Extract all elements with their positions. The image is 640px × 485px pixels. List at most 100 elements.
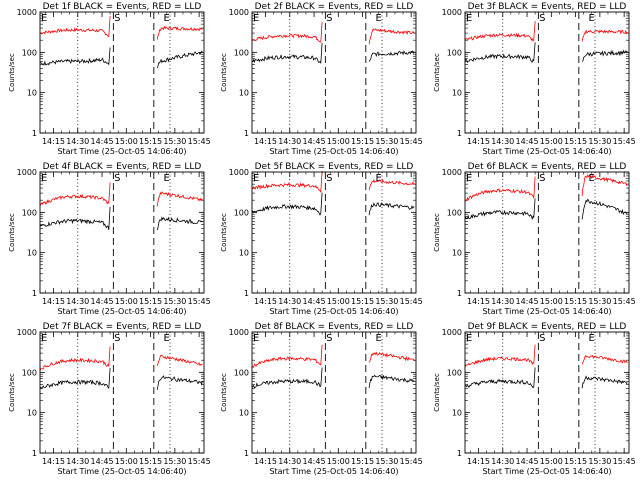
x-tick-label: 15:45: [188, 457, 211, 466]
x-tick-label: 14:30: [278, 457, 301, 466]
y-tick-label: 1000: [442, 168, 462, 177]
y-tick-label: 100: [234, 208, 249, 217]
x-axis-label: Start Time (25-Oct-05 14:06:40): [269, 467, 398, 476]
y-tick-label: 10: [452, 249, 462, 258]
x-tick-label: 15:45: [400, 457, 423, 466]
x-tick-label: 15:15: [139, 457, 162, 466]
marker-letter-e: E: [164, 13, 170, 24]
x-tick-label: 15:30: [163, 457, 186, 466]
y-tick-label: 1000: [442, 328, 462, 337]
y-tick-label: 1000: [17, 8, 37, 17]
x-tick-label: 15:00: [327, 137, 350, 146]
series-lld-red: [251, 170, 415, 194]
x-tick-label: 15:30: [375, 457, 398, 466]
x-tick-label: 14:45: [91, 297, 114, 306]
x-tick-label: 14:45: [91, 137, 114, 146]
x-axis-label: Start Time (25-Oct-05 14:06:40): [57, 307, 186, 316]
y-tick-label: 1: [457, 289, 462, 298]
marker-letter-e: E: [164, 173, 170, 184]
x-tick-label: 14:45: [303, 297, 326, 306]
x-tick-label: 14:30: [66, 457, 89, 466]
x-tick-label: 15:00: [327, 297, 350, 306]
x-tick-label: 15:45: [400, 137, 423, 146]
x-tick-label: 14:45: [516, 457, 539, 466]
marker-letter-e: E: [41, 173, 47, 184]
y-tick-label: 10: [27, 409, 37, 418]
x-tick-label: 14:15: [42, 297, 65, 306]
x-tick-label: 14:15: [254, 457, 277, 466]
marker-letter-e: E: [41, 13, 47, 24]
x-tick-label: 14:45: [91, 457, 114, 466]
y-tick-label: 1: [244, 449, 249, 458]
x-tick-label: 15:30: [588, 137, 611, 146]
y-tick-label: 100: [234, 48, 249, 57]
x-tick-label: 14:15: [467, 457, 490, 466]
y-tick-label: 10: [27, 249, 37, 258]
series-lld-red: [39, 16, 203, 40]
x-axis-label: Start Time (25-Oct-05 14:06:40): [57, 147, 186, 156]
panel-title: Det 6f BLACK = Events, RED = LLD: [468, 162, 627, 172]
series-events-black: [39, 206, 203, 231]
x-tick-label: 14:30: [491, 457, 514, 466]
plot-frame: [39, 11, 205, 134]
series-events-black: [464, 198, 628, 221]
panel-title: Det 3f BLACK = Events, RED = LLD: [468, 2, 627, 12]
y-axis-label: Counts/sec: [220, 213, 228, 252]
plot-frame: [464, 331, 630, 454]
y-tick-label: 10: [239, 249, 249, 258]
y-tick-label: 1: [32, 129, 37, 138]
x-tick-label: 14:15: [467, 297, 490, 306]
y-tick-label: 1: [32, 449, 37, 458]
plot-frame: [464, 171, 630, 294]
x-tick-label: 14:30: [491, 297, 514, 306]
x-tick-label: 14:15: [254, 297, 277, 306]
x-tick-label: 15:45: [400, 297, 423, 306]
y-axis-label: Counts/sec: [433, 53, 441, 92]
marker-letter-s: S: [326, 173, 332, 184]
marker-letter-s: S: [326, 13, 332, 24]
plot-frame: [251, 171, 417, 294]
x-tick-label: 15:00: [540, 457, 563, 466]
y-tick-label: 10: [27, 89, 37, 98]
x-tick-label: 14:15: [42, 457, 65, 466]
x-tick-label: 14:15: [467, 137, 490, 146]
series-lld-red: [251, 21, 415, 45]
x-tick-label: 15:30: [588, 297, 611, 306]
panel-det-7: Det 7f BLACK = Events, RED = LLD Counts/s…: [8, 322, 211, 476]
plot-frame: [39, 171, 205, 294]
series-lld-red: [39, 346, 203, 371]
marker-letter-s: S: [114, 173, 120, 184]
x-axis-label: Start Time (25-Oct-05 14:06:40): [482, 467, 611, 476]
y-axis-label: Counts/sec: [8, 373, 16, 412]
x-tick-label: 15:30: [588, 457, 611, 466]
marker-letter-e: E: [376, 173, 382, 184]
panel-title: Det 7f BLACK = Events, RED = LLD: [43, 322, 202, 332]
marker-letter-s: S: [539, 333, 545, 344]
y-tick-label: 1000: [17, 168, 37, 177]
x-tick-label: 15:45: [188, 137, 211, 146]
series-lld-red: [464, 21, 628, 42]
marker-letter-e: E: [41, 333, 47, 344]
x-axis-label: Start Time (25-Oct-05 14:06:40): [269, 147, 398, 156]
panel-title: Det 9f BLACK = Events, RED = LLD: [468, 322, 627, 332]
panel-det-9: Det 9f BLACK = Events, RED = LLD Counts/s…: [433, 322, 636, 476]
y-tick-label: 100: [234, 368, 249, 377]
marker-letter-e: E: [164, 333, 170, 344]
x-tick-label: 14:45: [516, 137, 539, 146]
x-axis-label: Start Time (25-Oct-05 14:06:40): [269, 307, 398, 316]
panel-det-3: Det 3f BLACK = Events, RED = LLD Counts/s…: [433, 2, 636, 156]
x-tick-label: 15:30: [375, 297, 398, 306]
series-events-black: [251, 192, 415, 216]
y-tick-label: 1: [244, 289, 249, 298]
marker-letter-e: E: [466, 13, 472, 24]
panel-det-1: Det 1f BLACK = Events, RED = LLD Counts/s…: [8, 2, 211, 156]
y-tick-label: 100: [447, 208, 462, 217]
plot-frame: [251, 331, 417, 454]
x-tick-label: 14:15: [42, 137, 65, 146]
plot-frame: [464, 11, 630, 134]
x-tick-label: 15:00: [327, 457, 350, 466]
series-events-black: [464, 42, 628, 64]
marker-letter-s: S: [539, 13, 545, 24]
y-axis-label: Counts/sec: [220, 373, 228, 412]
series-events-black: [251, 42, 415, 65]
